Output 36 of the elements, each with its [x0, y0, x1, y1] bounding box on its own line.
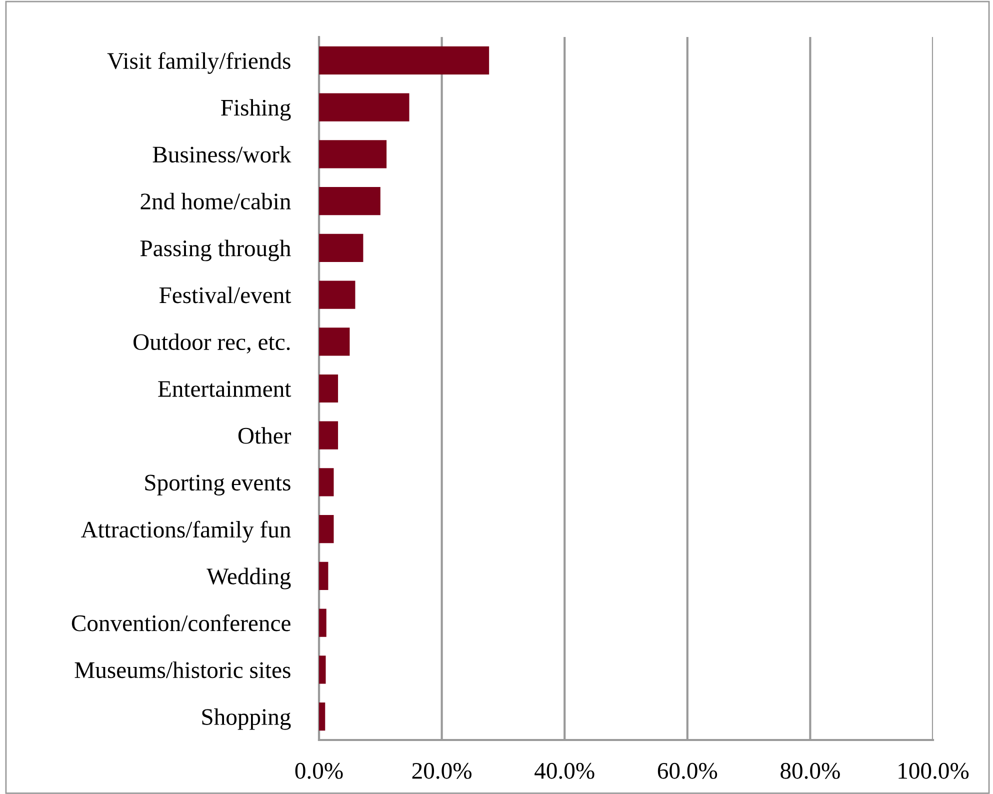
y-tick-label: Fishing: [221, 99, 291, 121]
y-tick-label: Convention/conference: [72, 614, 290, 632]
y-tick-label: Attractions/family fun: [80, 520, 291, 543]
y-tick-label: Other: [238, 427, 292, 444]
x-tick-label: 100.0%: [898, 762, 969, 779]
y-tick-label: 2nd home/cabin: [140, 192, 291, 210]
y-tick-label: Festival/event: [159, 286, 292, 304]
bar: [319, 656, 326, 684]
bar: [319, 234, 364, 262]
y-tick-label: Sporting events: [145, 474, 290, 496]
y-tick-label: Entertainment: [158, 381, 292, 397]
y-tick-label: Museums/historic sites: [74, 662, 290, 678]
x-tick-label: 60.0%: [658, 762, 718, 779]
y-tick-label: Business/work: [152, 146, 292, 163]
x-tick-label: 20.0%: [412, 762, 472, 779]
bar: [319, 421, 338, 450]
x-tick-label: 80.0%: [780, 762, 840, 779]
bar: [319, 46, 490, 74]
y-tick-label: Outdoor rec, etc.: [134, 333, 290, 354]
bar: [319, 280, 356, 309]
x-tick-label: 40.0%: [534, 762, 594, 779]
bar: [319, 328, 350, 356]
bar: [319, 93, 410, 122]
bar: [319, 562, 328, 590]
bar: [319, 608, 326, 637]
y-tick-label: Shopping: [202, 708, 291, 730]
bar: [319, 374, 338, 403]
y-tick-label: Passing through: [140, 240, 291, 262]
bar: [319, 140, 387, 168]
bar: [319, 515, 334, 544]
y-tick-label: Visit family/friends: [107, 52, 290, 74]
bar: [319, 186, 380, 216]
y-tick-label: Wedding: [206, 568, 291, 590]
bar: [319, 702, 326, 731]
bar: [319, 468, 334, 496]
x-tick-label: 0.0%: [295, 762, 343, 779]
